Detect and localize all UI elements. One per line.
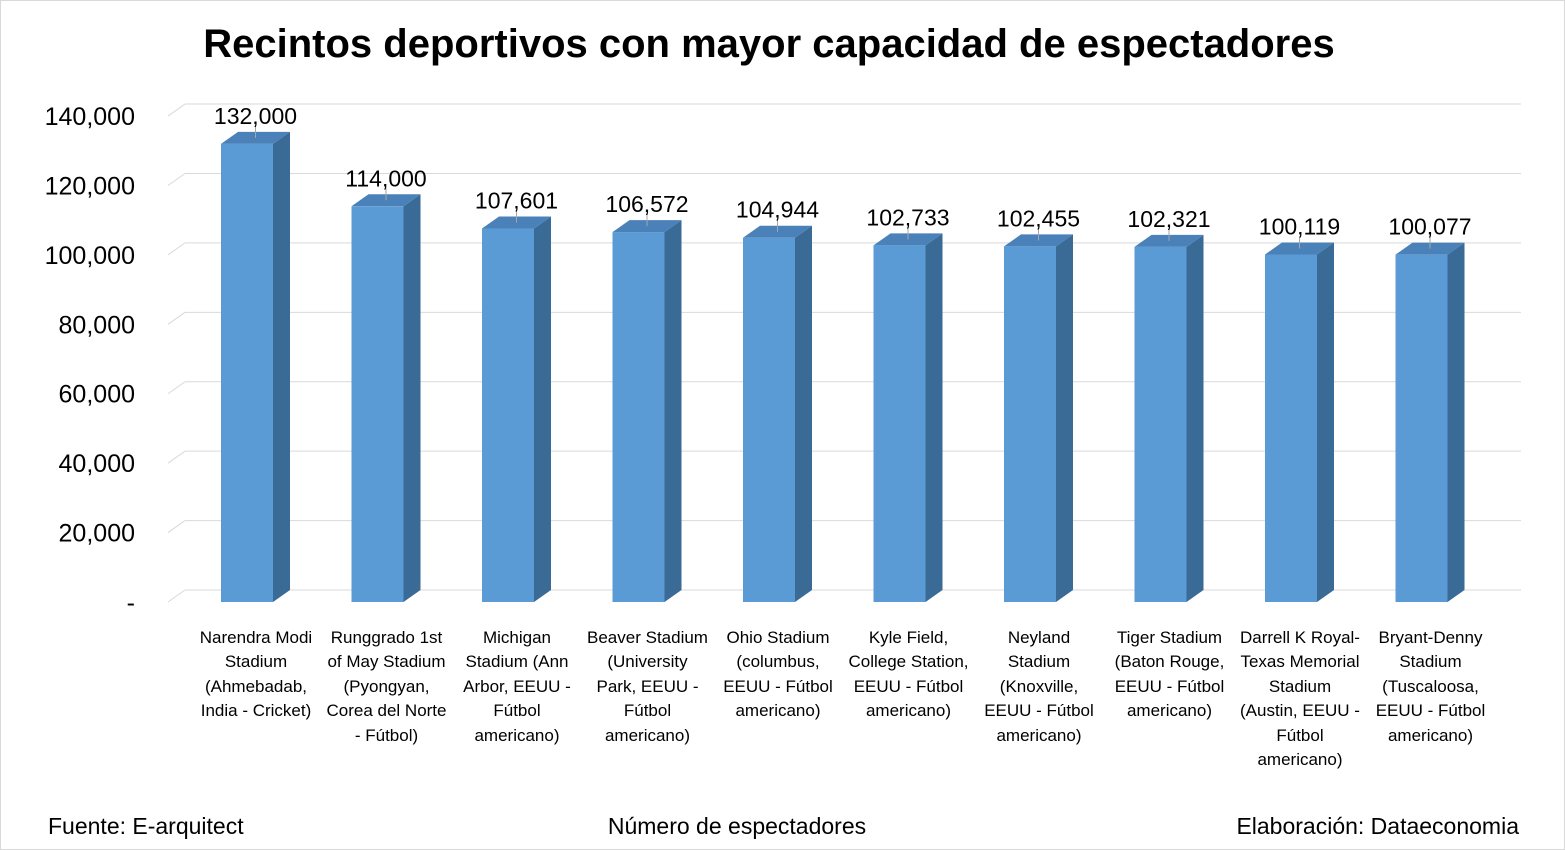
data-label: 100,077 xyxy=(1388,214,1471,240)
bar-front xyxy=(351,206,404,602)
chart-title: Recintos deportivos con mayor capacidad … xyxy=(203,22,1335,66)
data-label: 104,944 xyxy=(736,197,819,223)
x-tick-label: Michigan Stadium (Ann Arbor, EEUU - Fútb… xyxy=(463,628,571,745)
bar xyxy=(1265,242,1334,603)
data-label: 106,572 xyxy=(605,191,688,217)
bar xyxy=(221,131,290,602)
y-tick-label: 140,000 xyxy=(45,103,135,131)
bars xyxy=(221,131,1465,603)
gridline-diagonal xyxy=(167,589,186,603)
x-tick-label: Narendra Modi Stadium (Ahmebadab, India … xyxy=(199,628,313,721)
bar-front xyxy=(1265,254,1317,603)
source-note: Fuente: E-arquitect xyxy=(48,813,244,839)
x-tick-label: Beaver Stadium (University Park, EEUU - … xyxy=(587,628,708,745)
x-tick-label: Runggrado 1st of May Stadium (Pyongyan, … xyxy=(326,628,447,745)
gridline-diagonal xyxy=(167,381,186,395)
bar xyxy=(1395,242,1465,602)
bar xyxy=(612,220,682,602)
data-label: 102,455 xyxy=(997,205,1080,231)
y-tick-label: 100,000 xyxy=(45,242,135,270)
bar xyxy=(743,225,812,602)
data-label: 100,119 xyxy=(1259,213,1340,239)
bar xyxy=(1004,234,1073,602)
bar-side xyxy=(273,131,290,602)
credit-note: Elaboración: Dataeconomia xyxy=(1236,813,1519,839)
x-tick-label: Darrell K Royal-Texas Memorial Stadium (… xyxy=(1240,628,1360,770)
x-tick-label: Neyland Stadium (Knoxville, EEUU - Fútbo… xyxy=(984,628,1094,745)
x-tick-label: Bryant-Denny Stadium (Tuscaloosa, EEUU -… xyxy=(1375,628,1486,745)
x-tick-label: Kyle Field, College Station, EEUU - Fútb… xyxy=(848,628,969,721)
y-tick-label: 40,000 xyxy=(59,450,135,478)
x-axis-title: Número de espectadores xyxy=(607,813,867,839)
bar-front xyxy=(873,245,926,602)
data-label: 132,000 xyxy=(214,103,297,129)
bar-side xyxy=(925,233,943,602)
bar-side xyxy=(1186,234,1204,602)
bar-side xyxy=(403,194,421,602)
bar xyxy=(1134,234,1204,602)
bar-side xyxy=(1447,242,1465,602)
gridline-diagonal xyxy=(167,242,186,256)
data-label: 114,000 xyxy=(345,165,426,191)
bar-side xyxy=(534,216,551,603)
gridline-diagonal xyxy=(167,103,186,117)
data-labels: 132,000 114,000 107,601 106,572 104,944 102,7… xyxy=(214,103,1472,249)
bar xyxy=(873,233,943,602)
bar-front xyxy=(1134,246,1187,602)
bar-front xyxy=(743,237,795,602)
bar-side xyxy=(1317,242,1334,603)
y-tick-label: 20,000 xyxy=(59,520,135,548)
bar-front xyxy=(1395,254,1448,602)
data-label: 107,601 xyxy=(475,188,558,214)
y-axis-ticks: - 20,000 40,000 60,000 80,000 100,000 120,000 1… xyxy=(45,103,135,617)
bar xyxy=(482,216,551,603)
x-tick-label: Tiger Stadium (Baton Rouge, EEUU - Fútbo… xyxy=(1114,628,1225,721)
bar xyxy=(351,194,421,602)
y-tick-label: - xyxy=(127,589,135,617)
gridline-diagonal xyxy=(167,520,186,533)
bar-front xyxy=(482,228,534,603)
bar-front xyxy=(612,232,665,602)
gridline-diagonal xyxy=(167,173,186,186)
bar-side xyxy=(795,225,812,602)
y-tick-label: 80,000 xyxy=(59,311,135,339)
bar-side xyxy=(1056,234,1073,602)
y-tick-label: 120,000 xyxy=(45,172,135,200)
y-tick-label: 60,000 xyxy=(59,381,135,409)
gridline-diagonal xyxy=(167,450,186,464)
bar-front xyxy=(1004,246,1056,602)
data-label: 102,733 xyxy=(866,204,949,230)
bar-front xyxy=(221,143,273,602)
bar-side xyxy=(664,220,682,602)
x-tick-label: Ohio Stadium (columbus, EEUU - Fútbol am… xyxy=(723,628,833,721)
data-label: 102,321 xyxy=(1127,206,1210,232)
gridline-diagonal xyxy=(167,311,186,325)
